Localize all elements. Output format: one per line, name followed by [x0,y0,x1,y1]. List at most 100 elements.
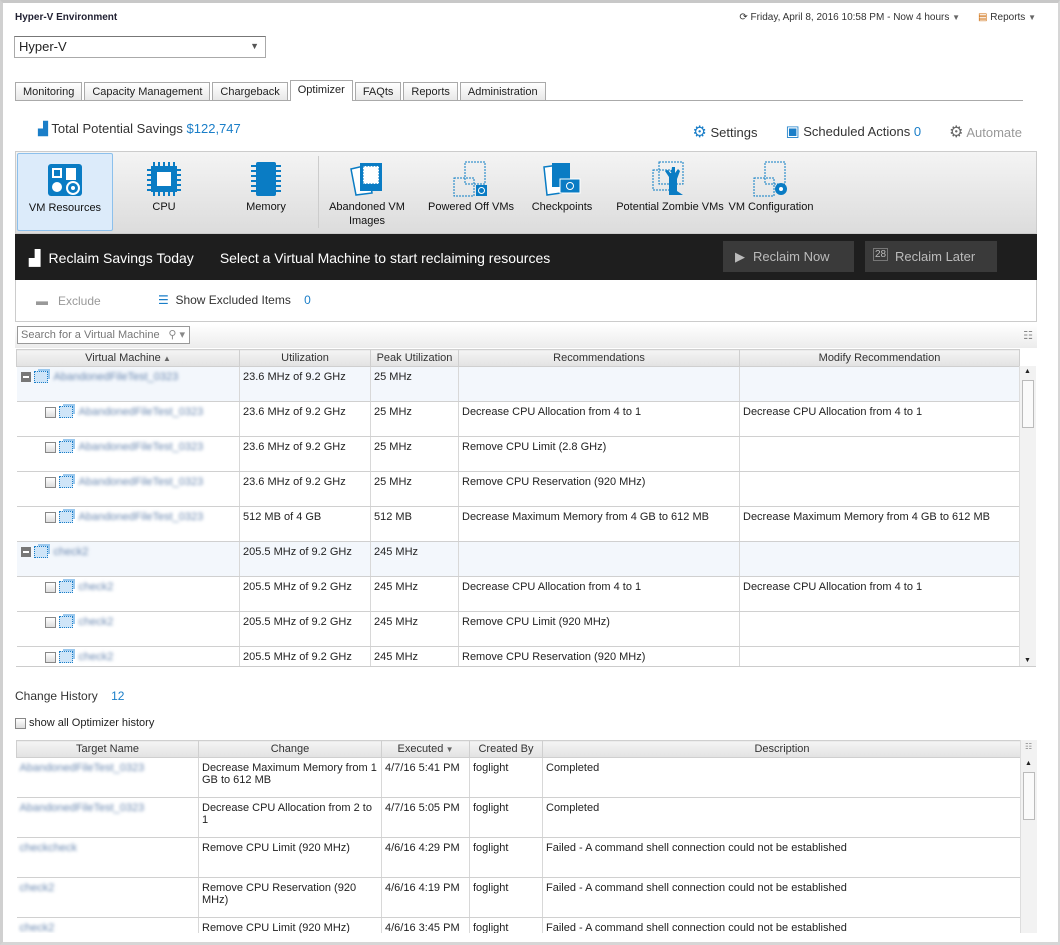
column-header[interactable]: Recommendations [458,349,740,367]
table-row[interactable]: check2 205.5 MHz of 9.2 GHz 245 MHz Remove … [16,611,1020,647]
row-checkbox[interactable] [44,651,56,663]
cell-mod[interactable]: Decrease CPU Allocation from 4 to 1 [739,401,1020,437]
column-header[interactable]: Utilization [239,349,371,367]
vm-name-cell: check2 [16,541,240,577]
cell-mod[interactable] [739,471,1020,507]
reclaim-now-button[interactable]: ▶ Reclaim Now [723,241,854,272]
table-row[interactable]: AbandonedFileTest_0323 23.6 MHz of 9.2 GH… [16,471,1020,507]
cell-mod[interactable] [739,541,1020,577]
collapse-icon[interactable] [20,372,31,383]
table-row[interactable]: check2 205.5 MHz of 9.2 GHz 245 MHz Decreas… [16,576,1020,612]
checkpoints-icon [516,161,608,197]
row-checkbox[interactable] [44,616,56,628]
by-value: foglight [473,922,509,933]
column-header[interactable]: Peak Utilization [370,349,459,367]
time-range-selector[interactable]: ⟳ Friday, April 8, 2016 10:58 PM - Now 4… [739,12,960,23]
show-excluded-button[interactable]: ☰ Show Excluded Items 0 [158,293,311,307]
desc-value: Failed - A command shell connection coul… [546,842,847,854]
cell-by: foglight [469,757,543,798]
toolbar-checkpoints[interactable]: Checkpoints [516,153,608,231]
toolbar-abandoned-images[interactable]: Abandoned VM Images [321,153,413,231]
collapse-icon[interactable] [20,547,31,558]
tab-optimizer[interactable]: Optimizer [289,80,353,101]
cell-rec: Remove CPU Reservation (920 MHz) [458,646,740,666]
tab-monitoring[interactable]: Monitoring [15,82,83,100]
vm-table-scrollbar[interactable]: ▲ ▼ [1019,366,1036,666]
scroll-thumb[interactable] [1023,772,1035,820]
scroll-up-icon[interactable]: ▲ [1024,368,1031,375]
history-row[interactable]: AbandonedFileTest_0323 Decrease Maximum M… [16,757,1022,798]
history-row[interactable]: check2 Remove CPU Limit (920 MHz) 4/6/16 3… [16,917,1022,933]
scheduled-actions-button[interactable]: ▣ Scheduled Actions 0 [785,122,921,142]
scroll-thumb[interactable] [1022,380,1034,428]
cell-mod[interactable] [739,611,1020,647]
cell-peak: 245 MHz [370,646,459,666]
column-header[interactable]: Virtual Machine ▲ [16,349,240,367]
column-options-icon[interactable]: ☷ [1023,330,1033,342]
column-options-icon[interactable]: ☷ [1025,742,1033,751]
row-checkbox[interactable] [44,581,56,593]
environment-select[interactable]: Hyper-V ▼ [14,36,266,58]
abandoned-images-icon [321,161,413,197]
row-checkbox[interactable] [44,476,56,488]
cell-rec: Remove CPU Limit (920 MHz) [458,611,740,647]
row-checkbox[interactable] [44,441,56,453]
vm-group-row[interactable]: AbandonedFileTest_0323 23.6 MHz of 9.2 GH… [16,366,1020,402]
column-header[interactable]: Modify Recommendation [739,349,1020,367]
toolbar-vm-config[interactable]: VM Configuration [716,153,826,231]
toolbar-memory[interactable]: Memory [216,153,316,231]
tab-capacity-management[interactable]: Capacity Management [84,82,211,100]
tab-chargeback[interactable]: Chargeback [212,82,288,100]
history-row[interactable]: check2 Remove CPU Reservation (920 MHz) 4/… [16,877,1022,918]
history-row[interactable]: AbandonedFileTest_0323 Decrease CPU Alloc… [16,797,1022,838]
automate-button[interactable]: ⚙ Automate [949,122,1022,142]
table-row[interactable]: AbandonedFileTest_0323 23.6 MHz of 9.2 GH… [16,401,1020,437]
scroll-down-icon[interactable]: ▼ [1024,657,1031,664]
cell-peak: 245 MHz [370,611,459,647]
history-table-scrollbar[interactable]: ☷ ▲ [1020,740,1037,933]
vm-icon [33,371,48,384]
column-header-label: Executed [397,743,444,755]
search-icon[interactable]: ⚲ ▾ [168,328,185,341]
row-checkbox[interactable] [44,511,56,523]
toolbar-vm-resources[interactable]: VM Resources [17,153,113,231]
column-header[interactable]: Change [198,740,382,758]
cell-mod[interactable]: Decrease CPU Allocation from 4 to 1 [739,576,1020,612]
reclaim-later-button[interactable]: 28 Reclaim Later [865,241,997,272]
checkbox[interactable] [15,717,26,729]
cell-mod[interactable] [739,366,1020,402]
table-row[interactable]: AbandonedFileTest_0323 23.6 MHz of 9.2 GH… [16,436,1020,472]
by-value: foglight [473,762,509,774]
history-row[interactable]: checkcheck Remove CPU Limit (920 MHz) 4/6/… [16,837,1022,878]
scroll-up-icon[interactable]: ▲ [1025,760,1032,767]
exclude-button[interactable]: ▬ Exclude [36,294,101,308]
reports-menu[interactable]: ▤ Reports ▼ [978,12,1036,23]
toolbar-powered-off[interactable]: Powered Off VMs [416,153,526,231]
column-header-label: Peak Utilization [376,352,453,364]
optimizer-actions: ⚙ Settings ▣ Scheduled Actions 0 ⚙ Autom… [693,122,1023,142]
column-header[interactable]: Target Name [16,740,199,758]
show-all-history-checkbox[interactable]: show all Optimizer history [15,717,154,729]
reclaim-bar: ▟ Reclaim Savings Today Select a Virtual… [15,234,1037,280]
column-header[interactable]: Created By [469,740,543,758]
column-header[interactable]: Description [542,740,1022,758]
cell-util: 23.6 MHz of 9.2 GHz [239,471,371,507]
tab-faqts[interactable]: FAQts [354,82,402,100]
tab-administration[interactable]: Administration [459,82,546,100]
cell-mod[interactable] [739,646,1020,666]
cell-peak: 25 MHz [370,471,459,507]
vm-group-row[interactable]: check2 205.5 MHz of 9.2 GHz 245 MHz [16,541,1020,577]
table-row[interactable]: check2 205.5 MHz of 9.2 GHz 245 MHz Remove … [16,646,1020,666]
vm-search-input[interactable]: Search for a Virtual Machine ⚲ ▾ [17,326,190,344]
toolbar-cpu[interactable]: CPU [116,153,212,231]
cell-mod[interactable] [739,436,1020,472]
table-row[interactable]: AbandonedFileTest_0323 512 MB of 4 GB 512 … [16,506,1020,542]
cell-target: AbandonedFileTest_0323 [16,757,199,798]
toolbar-zombie[interactable]: Potential Zombie VMs [611,153,729,231]
settings-button[interactable]: ⚙ Settings [693,122,758,142]
row-checkbox[interactable] [44,406,56,418]
vm-name-cell: check2 [16,611,240,647]
column-header[interactable]: Executed ▼ [381,740,470,758]
tab-reports[interactable]: Reports [403,82,458,100]
cell-mod[interactable]: Decrease Maximum Memory from 4 GB to 612… [739,506,1020,542]
